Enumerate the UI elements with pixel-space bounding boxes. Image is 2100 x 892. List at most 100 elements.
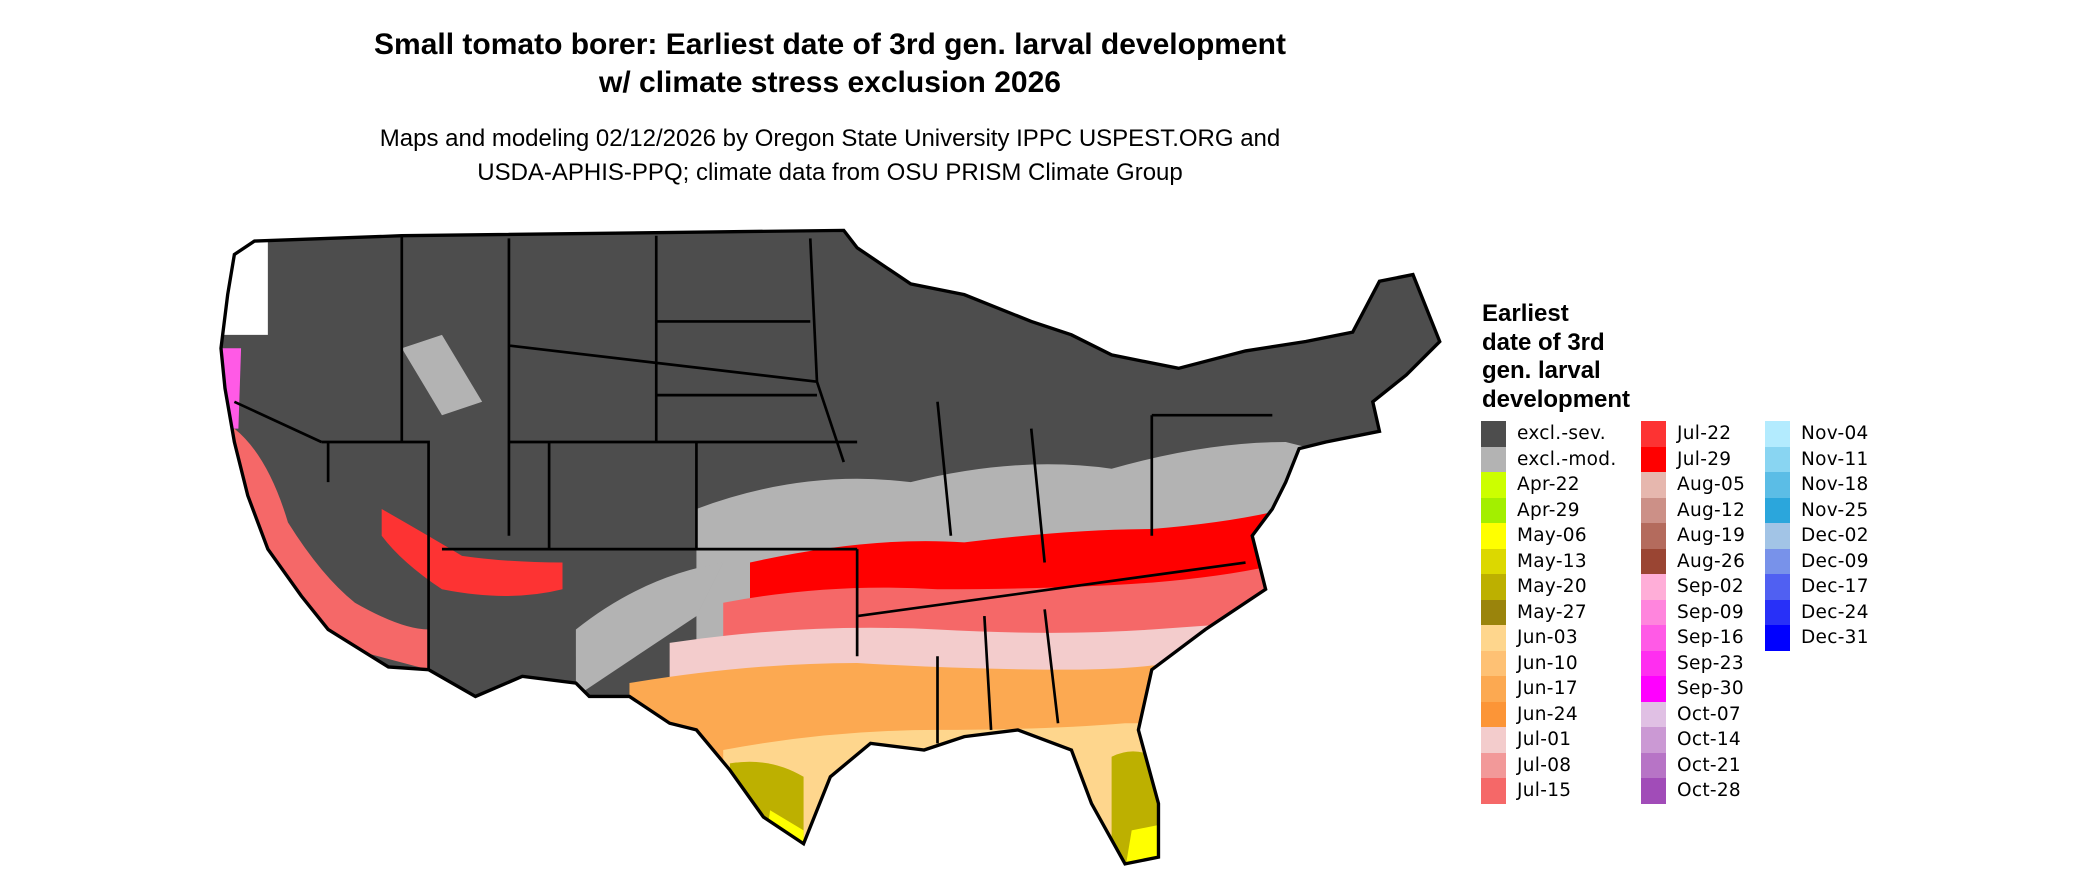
- legend-swatch: [1481, 599, 1506, 625]
- legend-swatch: [1641, 421, 1666, 447]
- legend-label: Jun-10: [1517, 652, 1578, 674]
- legend-item: Dec-17: [1765, 574, 1869, 600]
- legend-swatch: [1641, 727, 1666, 753]
- legend-item: Oct-07: [1641, 701, 1745, 727]
- legend-item: Sep-16: [1641, 625, 1745, 651]
- legend-label: Dec-17: [1801, 576, 1869, 598]
- legend-label: Sep-30: [1677, 678, 1744, 700]
- legend-item: excl.-mod.: [1481, 446, 1617, 472]
- legend-swatch: [1481, 421, 1506, 447]
- legend-column-3: Nov-04 Nov-11 Nov-18 Nov-25 Dec-02 Dec-09 Dec-…: [1765, 421, 1869, 651]
- legend-label: Dec-02: [1801, 525, 1869, 547]
- legend-label: Sep-02: [1677, 576, 1744, 598]
- legend-swatch: [1765, 497, 1790, 523]
- map-title: Small tomato borer: Earliest date of 3rd…: [230, 26, 1430, 102]
- legend-swatch: [1641, 446, 1666, 472]
- legend-label: Oct-21: [1677, 754, 1742, 776]
- zone-jun-03: [723, 723, 1340, 864]
- legend-swatch: [1765, 574, 1790, 600]
- legend-swatch: [1765, 446, 1790, 472]
- legend-swatch: [1765, 625, 1790, 651]
- legend-item: Oct-21: [1641, 752, 1745, 778]
- legend-item: Aug-19: [1641, 523, 1745, 549]
- legend-label: Aug-26: [1677, 550, 1746, 572]
- legend-swatch: [1765, 472, 1790, 498]
- legend-item: Aug-26: [1641, 548, 1746, 574]
- legend-item: Oct-14: [1641, 727, 1745, 753]
- legend-swatch: [1641, 778, 1666, 804]
- legend-label: Dec-09: [1801, 550, 1869, 572]
- legend-title-line: gen. larval: [1482, 357, 1601, 384]
- legend-item: May-13: [1481, 548, 1617, 574]
- legend-column-1: excl.-sev. excl.-mod. Apr-22 Apr-29 May-06 Ma…: [1481, 421, 1617, 804]
- zone-sw-red: [381, 508, 563, 596]
- legend-item: May-20: [1481, 574, 1617, 600]
- legend-label: excl.-mod.: [1517, 448, 1617, 470]
- legend-swatch: [1481, 650, 1506, 676]
- legend-swatch: [1641, 676, 1666, 702]
- legend-swatch: [1641, 650, 1666, 676]
- legend-swatch: [1765, 421, 1790, 447]
- legend-swatch: [1481, 701, 1506, 727]
- legend-item: Aug-05: [1641, 472, 1745, 498]
- legend-swatch: [1481, 574, 1506, 600]
- legend-item: Nov-18: [1765, 472, 1869, 498]
- legend-swatch: [1641, 625, 1666, 651]
- legend-title: Earliest date of 3rd gen. larval develop…: [1482, 300, 1662, 414]
- legend-swatch: [1481, 676, 1506, 702]
- legend-item: Jun-24: [1481, 701, 1617, 727]
- title-line-1: Small tomato borer: Earliest date of 3rd…: [374, 28, 1286, 61]
- legend-label: Nov-18: [1801, 474, 1869, 496]
- legend-label: Jun-24: [1517, 703, 1578, 725]
- legend-column-2: Jul-22 Jul-29 Aug-05 Aug-12 Aug-19 Aug-26 Sep-…: [1641, 421, 1745, 804]
- legend-swatch: [1641, 472, 1666, 498]
- legend-item: Nov-11: [1765, 446, 1869, 472]
- legend-swatch: [1481, 548, 1506, 574]
- legend-item: excl.-sev.: [1481, 421, 1617, 447]
- legend-swatch: [1481, 778, 1506, 804]
- legend-swatch: [1641, 548, 1666, 574]
- legend-swatch: [1641, 523, 1666, 549]
- legend-label: Jun-03: [1517, 627, 1578, 649]
- legend-swatch: [1481, 472, 1506, 498]
- title-line-2: w/ climate stress exclusion 2026: [599, 66, 1061, 99]
- legend-swatch: [1481, 497, 1506, 523]
- legend-swatch: [1765, 548, 1790, 574]
- legend-title-line: Earliest: [1482, 300, 1569, 327]
- legend-label: Apr-22: [1517, 474, 1580, 496]
- legend-label: Dec-24: [1801, 601, 1869, 623]
- legend-label: Jul-01: [1517, 729, 1572, 751]
- legend-label: Jun-17: [1517, 678, 1578, 700]
- legend-item: Sep-23: [1641, 650, 1745, 676]
- legend-item: May-06: [1481, 523, 1617, 549]
- map-subtitle: Maps and modeling 02/12/2026 by Oregon S…: [230, 122, 1430, 190]
- legend-label: May-13: [1517, 550, 1587, 572]
- legend-item: Nov-04: [1765, 421, 1869, 447]
- legend-label: Nov-11: [1801, 448, 1869, 470]
- legend-title-line: date of 3rd: [1482, 328, 1605, 356]
- legend-label: May-20: [1517, 576, 1587, 598]
- legend-label: May-06: [1517, 525, 1587, 547]
- legend-item: Jun-03: [1481, 625, 1617, 651]
- legend-item: Dec-02: [1765, 523, 1869, 549]
- legend-swatch: [1481, 625, 1506, 651]
- legend-swatch: [1765, 599, 1790, 625]
- legend-label: Sep-23: [1677, 652, 1744, 674]
- legend-swatch: [1641, 574, 1666, 600]
- legend-label: Jul-22: [1677, 423, 1732, 445]
- state-borders: [219, 228, 1442, 866]
- legend-label: Dec-31: [1801, 627, 1869, 649]
- legend-swatch: [1481, 446, 1506, 472]
- legend-label: Aug-05: [1677, 474, 1746, 496]
- legend-swatch: [1481, 752, 1506, 778]
- legend-item: Dec-09: [1765, 548, 1869, 574]
- legend-item: Dec-31: [1765, 625, 1869, 651]
- legend-label: Oct-07: [1677, 703, 1742, 725]
- legend-label: Jul-29: [1677, 448, 1732, 470]
- legend-label: excl.-sev.: [1517, 423, 1606, 445]
- legend-label: Jul-08: [1517, 754, 1572, 776]
- legend-label: Jul-15: [1517, 780, 1572, 802]
- legend-item: Aug-12: [1641, 497, 1745, 523]
- legend-item: Jul-22: [1641, 421, 1745, 447]
